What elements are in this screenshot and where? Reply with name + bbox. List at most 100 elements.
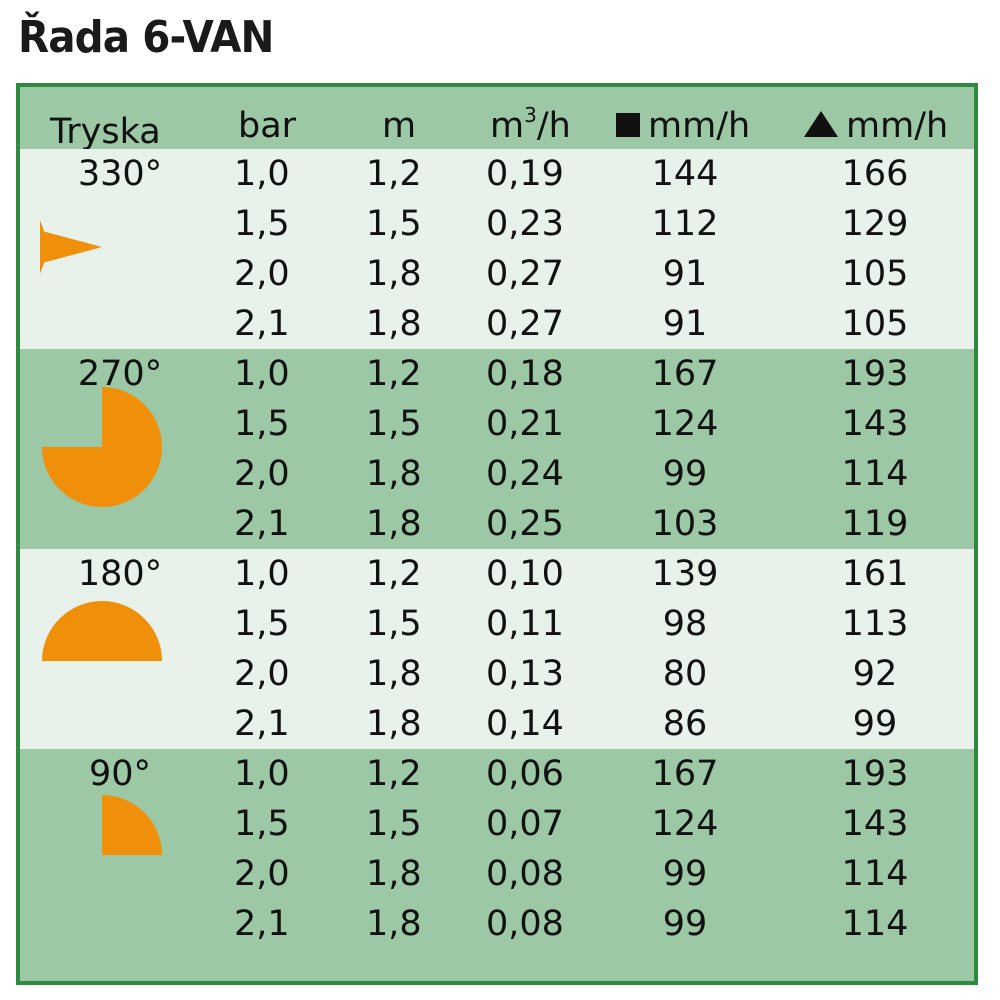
table-row: 2,1 1,8 0,25 103 119 [20, 499, 974, 549]
header-nozzle: Tryska [50, 112, 161, 152]
cell-radius: 1,8 [366, 854, 422, 894]
cell-flow: 0,08 [486, 854, 564, 894]
cell-square-rate: 144 [651, 154, 719, 194]
cell-flow: 0,27 [486, 254, 564, 294]
cell-pressure: 1,5 [234, 204, 290, 244]
cell-triangle-rate: 193 [841, 754, 909, 794]
table-row: 1,0 1,2 0,19 144 166 [20, 149, 974, 199]
cell-pressure: 1,5 [234, 404, 290, 444]
cell-radius: 1,8 [366, 504, 422, 544]
header-pressure: bar [238, 106, 297, 146]
cell-triangle-rate: 114 [841, 454, 909, 494]
header-triangle-spacing: mm/h [804, 101, 948, 151]
cell-flow: 0,19 [486, 154, 564, 194]
cell-flow: 0,27 [486, 304, 564, 344]
header-flow-unit: m [490, 106, 525, 146]
cell-flow: 0,24 [486, 454, 564, 494]
header-flow-tail: /h [536, 106, 571, 146]
cell-triangle-rate: 114 [841, 854, 909, 894]
header-flow: m3/h [490, 101, 571, 151]
cell-pressure: 1,0 [234, 154, 290, 194]
cell-pressure: 2,1 [234, 704, 290, 744]
cell-flow: 0,07 [486, 804, 564, 844]
nozzle-270-icon [42, 387, 162, 507]
cell-square-rate: 112 [651, 204, 719, 244]
cell-radius: 1,2 [366, 154, 422, 194]
cell-radius: 1,5 [366, 204, 422, 244]
cell-triangle-rate: 92 [852, 654, 898, 694]
cell-triangle-rate: 119 [841, 504, 909, 544]
cell-radius: 1,8 [366, 454, 422, 494]
cell-square-rate: 124 [651, 404, 719, 444]
nozzle-180-icon [42, 601, 162, 661]
cell-pressure: 1,5 [234, 804, 290, 844]
header-flow-superscript: 3 [524, 103, 537, 128]
cell-radius: 1,8 [366, 304, 422, 344]
cell-pressure: 2,0 [234, 654, 290, 694]
table-row: 2,1 1,8 0,08 99 114 [20, 899, 974, 949]
cell-radius: 1,5 [366, 604, 422, 644]
cell-flow: 0,21 [486, 404, 564, 444]
cell-flow: 0,10 [486, 554, 564, 594]
nozzle-group: 270° 1,0 1,2 0,18 167 193 1,5 1,5 0,21 124 143 2,0 1… [20, 349, 974, 549]
table-row: 1,5 1,5 0,23 112 129 [20, 199, 974, 249]
table-row: 1,5 1,5 0,11 98 113 [20, 599, 974, 649]
header-square-spacing: mm/h [616, 101, 750, 151]
cell-square-rate: 86 [662, 704, 708, 744]
cell-triangle-rate: 143 [841, 804, 909, 844]
cell-triangle-rate: 166 [841, 154, 909, 194]
cell-square-rate: 91 [662, 254, 708, 294]
cell-square-rate: 167 [651, 754, 719, 794]
table-row: 2,1 1,8 0,27 91 105 [20, 299, 974, 349]
table-header-row: Tryska bar m m3/h mm/h mm/h [20, 101, 974, 152]
cell-flow: 0,14 [486, 704, 564, 744]
cell-square-rate: 124 [651, 804, 719, 844]
nozzle-group: 90° 1,0 1,2 0,06 167 193 1,5 1,5 0,07 124 143 2,0 1,… [20, 749, 974, 949]
cell-pressure: 2,0 [234, 854, 290, 894]
cell-flow: 0,25 [486, 504, 564, 544]
cell-pressure: 2,1 [234, 304, 290, 344]
cell-triangle-rate: 143 [841, 404, 909, 444]
cell-pressure: 2,0 [234, 454, 290, 494]
table-row: 1,0 1,2 0,06 167 193 [20, 749, 974, 799]
table-row: 1,0 1,2 0,18 167 193 [20, 349, 974, 399]
cell-radius: 1,8 [366, 654, 422, 694]
cell-triangle-rate: 105 [841, 304, 909, 344]
cell-radius: 1,5 [366, 804, 422, 844]
nozzle-group: 330° 1,0 1,2 0,19 144 166 1,5 1,5 0,23 112 129 2,0 1… [20, 149, 974, 349]
table-row: 1,5 1,5 0,07 124 143 [20, 799, 974, 849]
cell-square-rate: 99 [662, 904, 708, 944]
cell-pressure: 1,5 [234, 604, 290, 644]
nozzle-angle-label: 270° [77, 354, 163, 394]
cell-pressure: 2,1 [234, 504, 290, 544]
header-radius: m [382, 106, 417, 146]
cell-triangle-rate: 114 [841, 904, 909, 944]
nozzle-table: Tryska bar m m3/h mm/h mm/h 330° 1,0 1,2 0,… [16, 83, 978, 985]
cell-square-rate: 99 [662, 854, 708, 894]
cell-radius: 1,2 [366, 754, 422, 794]
triangle-icon [804, 111, 838, 137]
cell-triangle-rate: 99 [852, 704, 898, 744]
cell-triangle-rate: 105 [841, 254, 909, 294]
cell-square-rate: 99 [662, 454, 708, 494]
cell-triangle-rate: 113 [841, 604, 909, 644]
table-row: 2,0 1,8 0,24 99 114 [20, 449, 974, 499]
cell-square-rate: 98 [662, 604, 708, 644]
table-row: 1,0 1,2 0,10 139 161 [20, 549, 974, 599]
square-icon [616, 113, 640, 137]
cell-triangle-rate: 129 [841, 204, 909, 244]
cell-pressure: 2,1 [234, 904, 290, 944]
nozzle-angle-label: 90° [88, 754, 152, 794]
cell-flow: 0,08 [486, 904, 564, 944]
cell-radius: 1,2 [366, 354, 422, 394]
cell-triangle-rate: 161 [841, 554, 909, 594]
cell-radius: 1,5 [366, 404, 422, 444]
table-row: 2,1 1,8 0,14 86 99 [20, 699, 974, 749]
table-row: 1,5 1,5 0,21 124 143 [20, 399, 974, 449]
table-row: 2,0 1,8 0,08 99 114 [20, 849, 974, 899]
cell-flow: 0,06 [486, 754, 564, 794]
cell-radius: 1,8 [366, 904, 422, 944]
header-triangle-label: mm/h [846, 106, 949, 146]
cell-pressure: 1,0 [234, 554, 290, 594]
cell-pressure: 1,0 [234, 354, 290, 394]
